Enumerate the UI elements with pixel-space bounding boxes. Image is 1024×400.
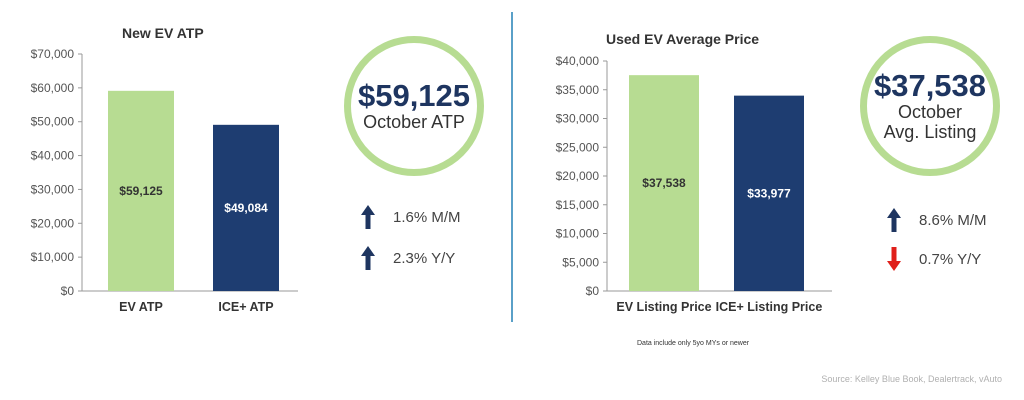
bar [213,124,279,291]
x-category-label: ICE+ ATP [218,300,273,314]
y-tick-label: $30,000 [31,182,75,196]
new-ev-atp-caption: October ATP [363,112,465,132]
used-ev-mm-label: 8.6% M/M [919,211,987,229]
used-ev-price-value: $37,538 [873,68,987,103]
x-category-label: EV Listing Price [616,300,711,314]
y-tick-label: $25,000 [556,140,600,154]
bar [108,90,174,291]
arrow-down-icon [887,247,901,271]
y-tick-label: $0 [586,284,600,298]
y-tick-label: $50,000 [31,115,75,129]
used-ev-summary-circle: $37,538 October Avg. Listing [860,36,1000,176]
y-tick-label: $5,000 [562,255,599,269]
new-ev-summary-circle: $59,125 October ATP [344,36,484,176]
new-ev-mm-stat: 1.6% M/M [361,205,461,229]
bar-value-label: $37,538 [642,176,686,190]
bar [629,75,699,292]
new-ev-mm-label: 1.6% M/M [393,208,461,226]
y-tick-label: $10,000 [556,227,600,241]
used-ev-yy-stat: 0.7% Y/Y [887,247,981,271]
y-tick-label: $30,000 [556,112,600,126]
arrow-up-icon [887,208,901,232]
x-category-label: EV ATP [119,300,163,314]
y-tick-label: $20,000 [31,216,75,230]
arrow-up-icon [361,246,375,270]
source-note: Source: Kelley Blue Book, Dealertrack, v… [821,374,1002,384]
new-ev-yy-stat: 2.3% Y/Y [361,246,455,270]
y-tick-label: $20,000 [556,169,600,183]
bar-value-label: $49,084 [224,201,268,215]
divider [511,12,513,322]
new-ev-yy-label: 2.3% Y/Y [393,249,456,267]
used-ev-caption-line1: October [897,102,963,122]
y-tick-label: $70,000 [31,47,75,61]
arrow-up-icon [361,205,375,229]
used-ev-yy-label: 0.7% Y/Y [919,250,982,268]
chart-title: New EV ATP [122,25,204,41]
used-ev-price-chart: Used EV Average Price $0 $5,000 $10,000 $15,… [556,31,832,314]
new-ev-atp-value: $59,125 [357,78,471,113]
y-tick-label: $35,000 [556,83,600,97]
bar-value-label: $33,977 [747,186,791,200]
y-tick-label: $15,000 [556,198,600,212]
x-category-label: ICE+ Listing Price [716,300,823,314]
chart-title: Used EV Average Price [606,31,759,47]
y-tick-label: $40,000 [556,54,600,68]
used-ev-caption-line2: Avg. Listing [883,122,977,142]
bar-value-label: $59,125 [119,184,163,198]
used-ev-mm-stat: 8.6% M/M [887,208,987,232]
y-tick-label: $10,000 [31,250,75,264]
data-note: Data include only 5yo MYs or newer [637,340,750,347]
y-tick-label: $0 [61,284,75,298]
new-ev-atp-chart: New EV ATP $0 $10,000 $20,000 $30,000 $40,000… [31,25,298,314]
bar [734,95,804,291]
y-tick-label: $40,000 [31,149,75,163]
y-tick-label: $60,000 [31,81,75,95]
